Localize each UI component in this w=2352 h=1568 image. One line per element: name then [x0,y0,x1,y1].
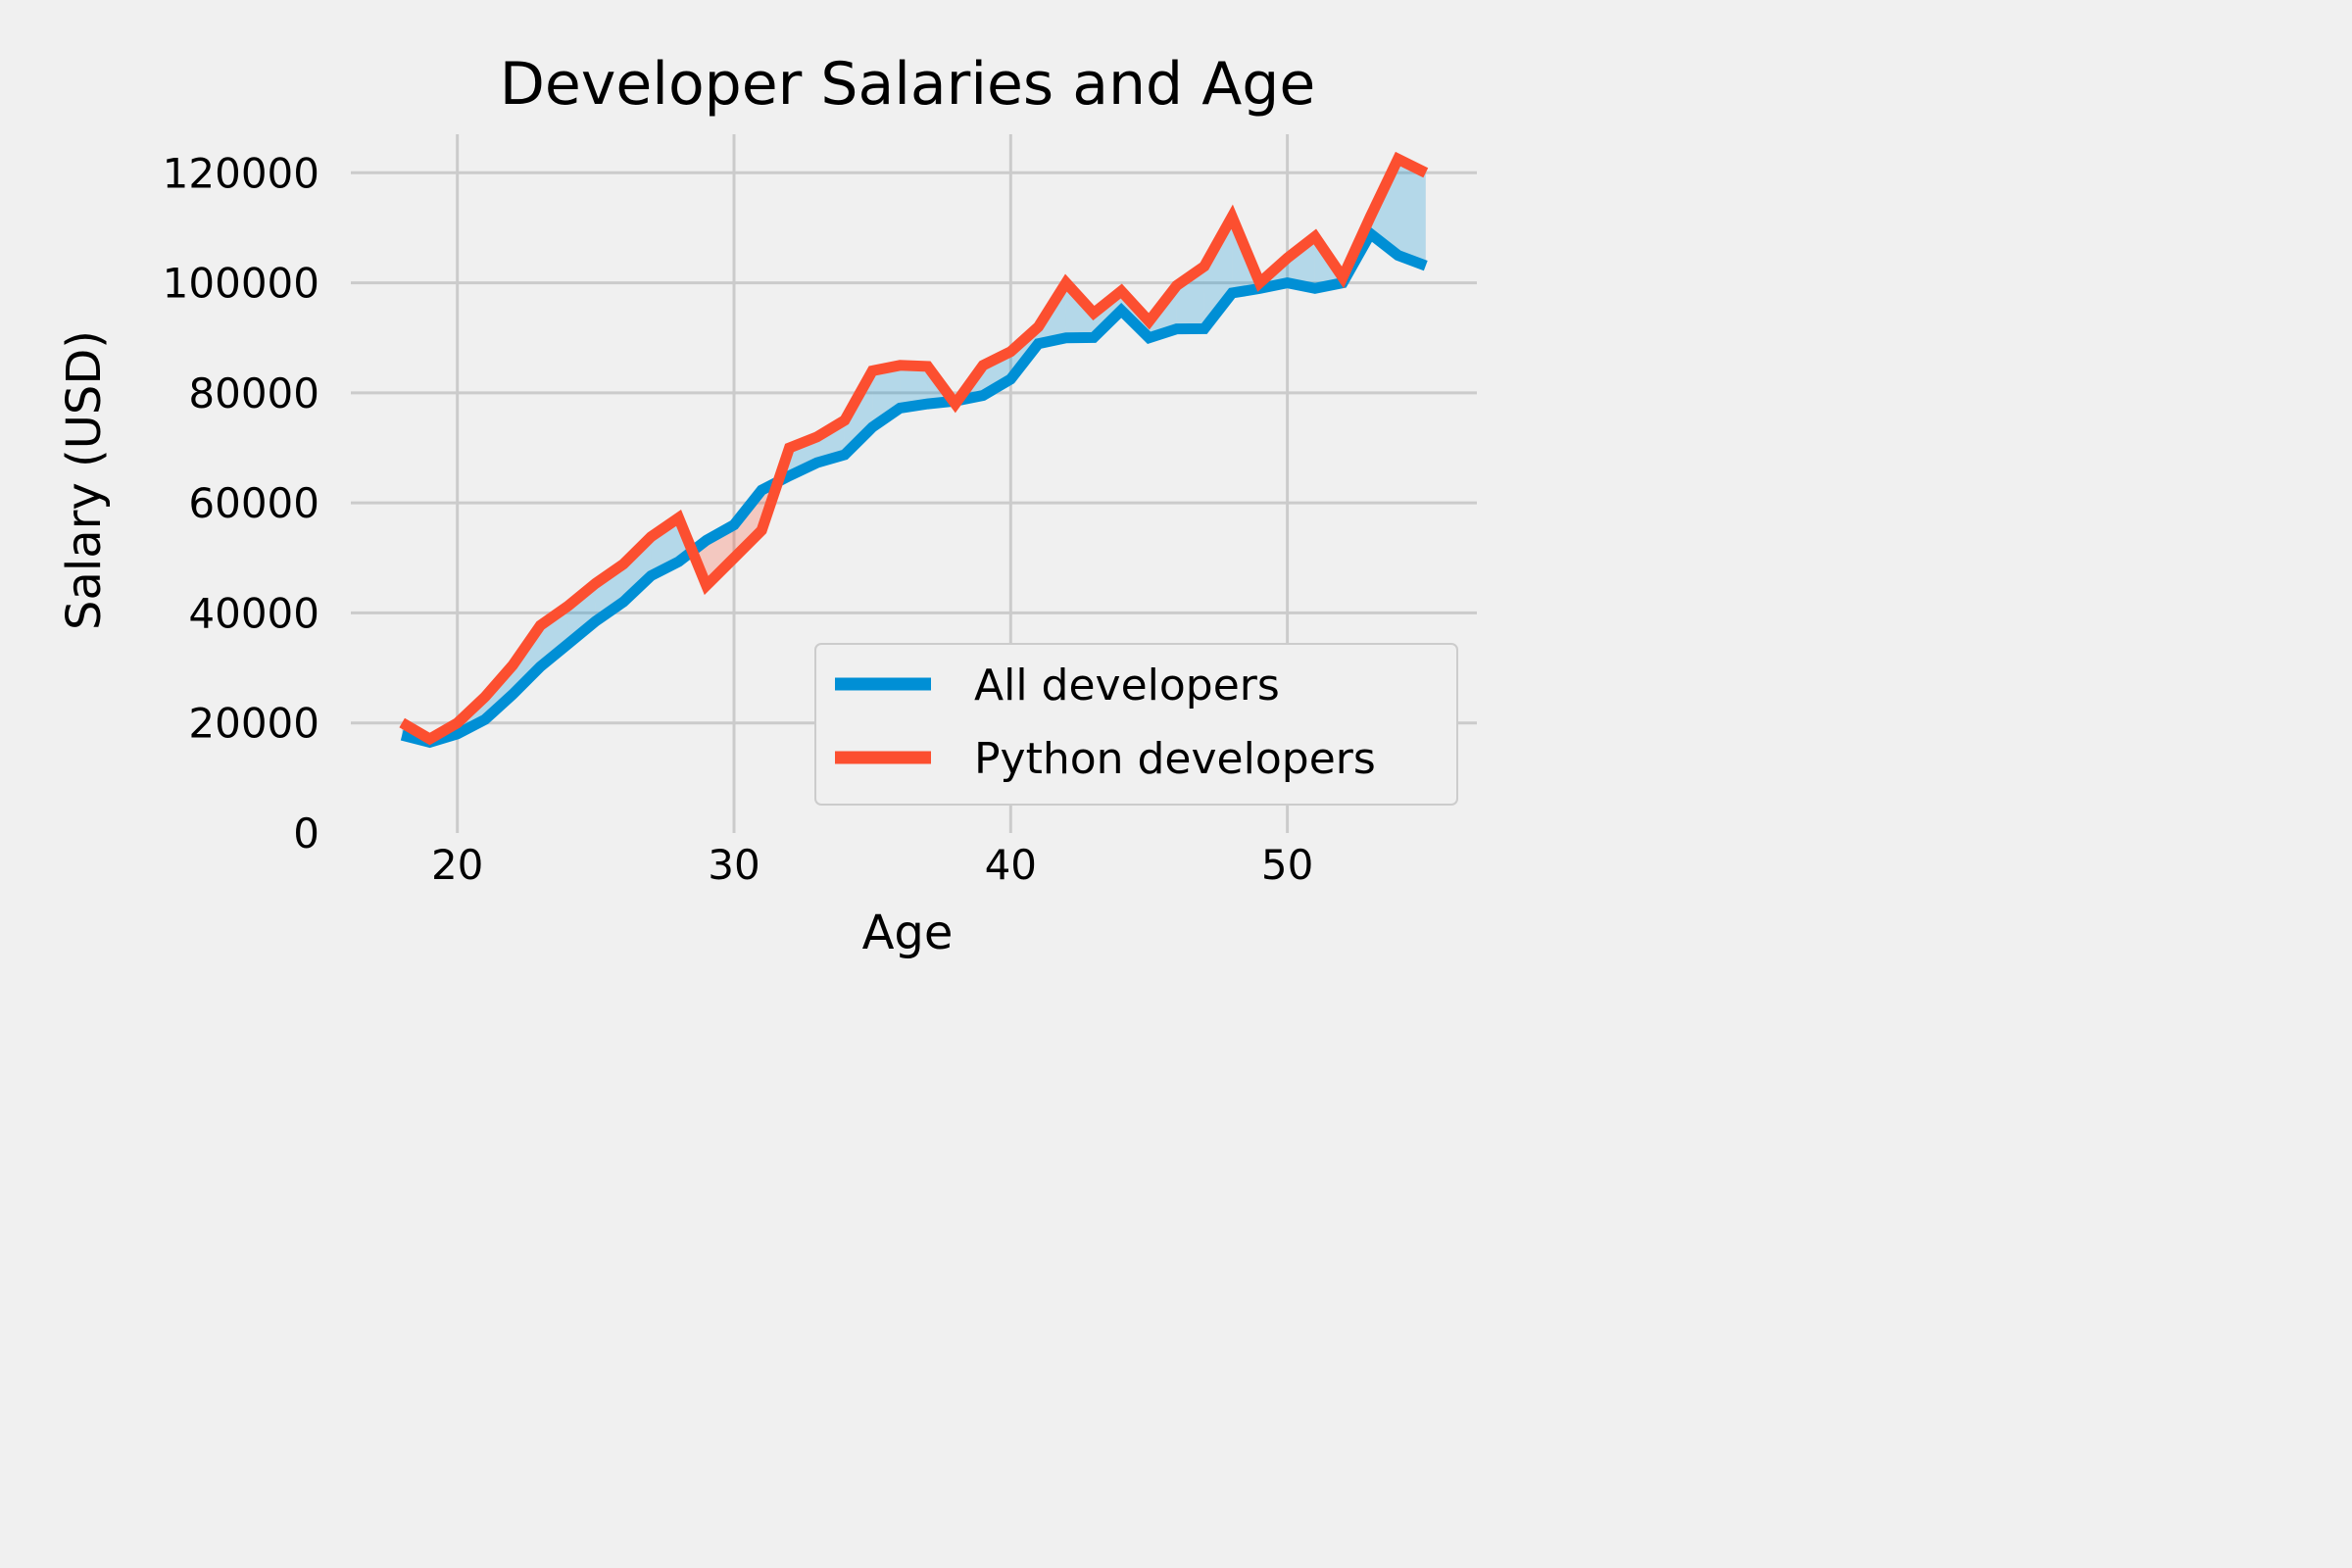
tick-labels: 20 30 40 50 0 20000 40000 60000 80000 100000 12000… [163,149,1314,889]
y-tick-label: 40000 [188,589,319,637]
y-tick-label: 20000 [188,700,319,748]
x-tick-label: 20 [431,841,483,889]
fill-above-region [623,536,652,603]
series-line-python-developers [399,151,1429,746]
chart: 20 30 40 50 0 20000 40000 60000 80000 100000 12000… [0,0,1537,1024]
x-tick-label: 40 [985,841,1037,889]
x-tick-label: 30 [708,841,760,889]
chart-title: Developer Salaries and Age [500,50,1316,119]
fill-above-region [595,564,624,621]
x-axis-label: Age [862,906,954,960]
fill-above-region [567,583,596,645]
series-lines [399,151,1429,749]
y-axis-label: Salary (USD) [57,330,112,630]
fill-above-region [900,365,928,409]
legend-label-python-developers: Python developers [974,734,1376,784]
series-line-all-developers [400,225,1428,749]
fill-above-region [1397,159,1426,267]
y-tick-label: 60000 [188,479,319,527]
legend-label-all-developers: All developers [974,661,1280,710]
y-tick-label: 100000 [163,260,319,308]
y-tick-label: 0 [293,809,319,858]
fill-above-region [1287,236,1315,289]
legend-box [814,643,1458,806]
grid [351,134,1477,833]
legend: All developers Python developers [814,643,1458,806]
x-tick-label: 50 [1261,841,1313,889]
y-tick-label: 80000 [188,369,319,417]
y-tick-label: 120000 [163,149,319,197]
